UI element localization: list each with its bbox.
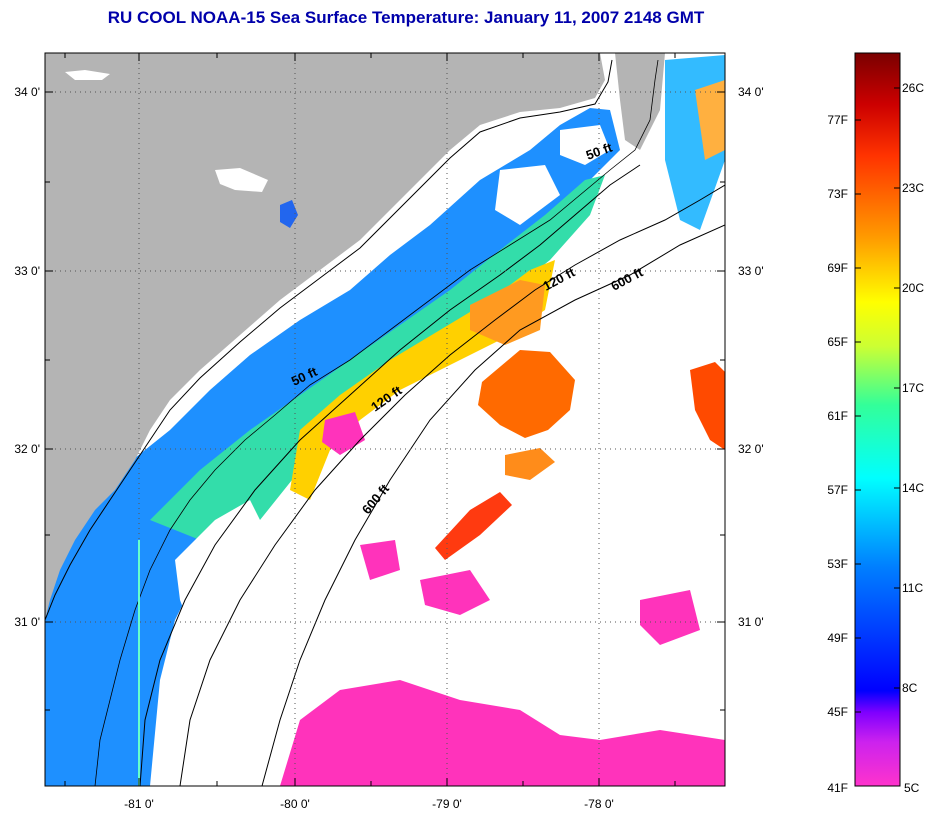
- cold-pixels-south-2: [420, 570, 490, 615]
- warm-water-ne: [695, 80, 725, 160]
- cloud-gap-2: [495, 165, 560, 225]
- lon-label-80: -80 0': [280, 797, 310, 811]
- cape-fear-land: [615, 53, 665, 150]
- warm-patch-mid: [505, 448, 555, 480]
- lat-label-31: 31 0': [14, 615, 40, 629]
- shelf-water-mid: [150, 175, 605, 560]
- cloud-gap: [175, 500, 270, 650]
- lat-label-34-right: 34 0': [738, 85, 764, 99]
- axis-ticks: [45, 53, 725, 786]
- lat-label-34: 34 0': [14, 85, 40, 99]
- isobath-600ft: [261, 224, 725, 786]
- isobath-120ft: [179, 184, 725, 786]
- lat-label-33-right: 33 0': [738, 264, 764, 278]
- lat-label-32-right: 32 0': [738, 442, 764, 456]
- lake-blob-2: [280, 200, 298, 228]
- cold-pixels-east: [640, 590, 700, 645]
- cloud-gap-3: [560, 125, 610, 165]
- coastline: [45, 59, 613, 621]
- lon-label-81: -81 0': [124, 797, 154, 811]
- land-mass: [45, 53, 605, 620]
- map-title: RU COOL NOAA-15 Sea Surface Temperature:…: [107, 8, 705, 27]
- warm-patch-east: [690, 362, 725, 450]
- warm-filament: [435, 492, 512, 560]
- inner-coast-detail: [94, 59, 659, 786]
- lon-label-79: -79 0': [432, 797, 462, 811]
- lon-label-78: -78 0': [584, 797, 614, 811]
- lake-blob: [215, 168, 268, 192]
- cold-pixels-south: [280, 680, 725, 786]
- lat-label-32: 32 0': [14, 442, 40, 456]
- lake-blob-3: [65, 70, 110, 80]
- cold-pixels-mid: [322, 412, 365, 455]
- lat-label-31-right: 31 0': [738, 615, 764, 629]
- cold-pixels-mid-2: [360, 540, 400, 580]
- warm-gulf-stream-patch: [478, 350, 575, 438]
- map-frame: [44, 52, 726, 787]
- isobath-50ft: [139, 164, 641, 786]
- lat-label-33: 33 0': [14, 264, 40, 278]
